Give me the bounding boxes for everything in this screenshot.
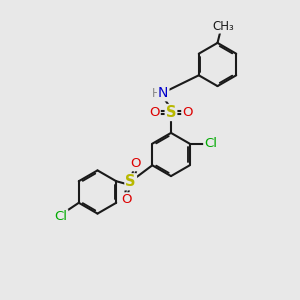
Text: S: S — [125, 174, 136, 189]
Text: O: O — [121, 193, 131, 206]
Text: O: O — [130, 157, 140, 170]
Text: N: N — [158, 86, 168, 100]
Text: H: H — [152, 87, 160, 100]
Text: O: O — [149, 106, 160, 119]
Text: O: O — [182, 106, 193, 119]
Text: Cl: Cl — [204, 137, 217, 150]
Text: CH₃: CH₃ — [213, 20, 234, 33]
Text: Cl: Cl — [54, 210, 67, 223]
Text: S: S — [166, 105, 176, 120]
